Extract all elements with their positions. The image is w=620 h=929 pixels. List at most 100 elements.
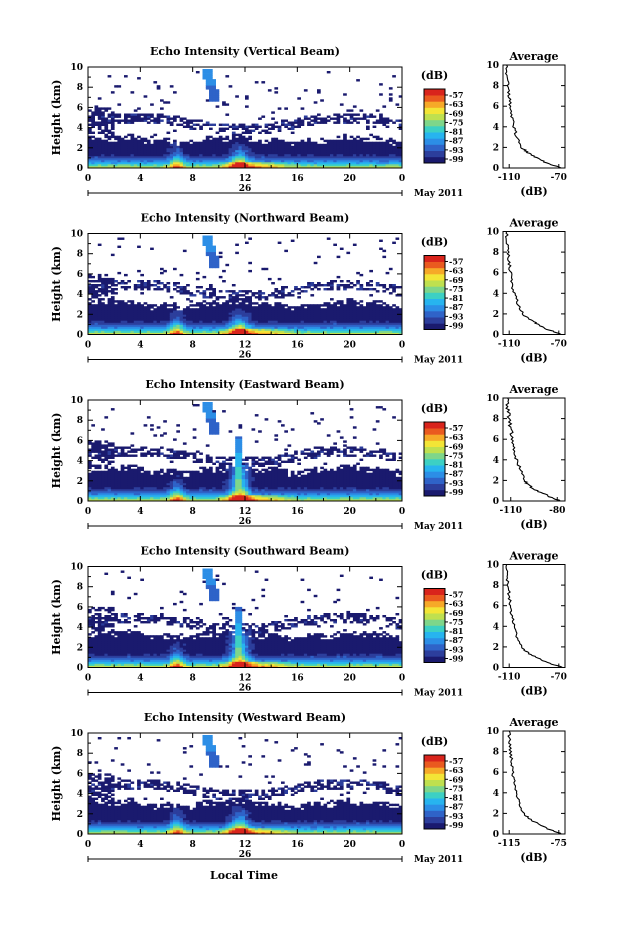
heatmap-cell: [271, 318, 275, 321]
heatmap-cell: [382, 322, 387, 325]
heatmap-cell: [317, 143, 321, 147]
heatmap-cell: [274, 137, 279, 141]
heatmap-cell: [375, 290, 380, 293]
heatmap-cell: [120, 476, 125, 480]
heatmap-cell: [339, 164, 344, 167]
heatmap-cell: [110, 302, 115, 305]
heatmap-cell: [130, 494, 135, 498]
heatmap-cell: [130, 304, 135, 307]
heatmap-cell: [195, 302, 200, 305]
heatmap-cell: [274, 330, 279, 333]
heatmap-cell: [130, 310, 135, 313]
heatmap-cell: [192, 497, 197, 500]
heatmap-cell: [192, 474, 197, 478]
heatmap-cell: [173, 478, 177, 482]
heatmap-cell: [195, 474, 200, 478]
heatmap-cell: [104, 133, 109, 137]
heatmap-cell: [130, 143, 135, 147]
colorbar-tick-label: -99: [449, 154, 464, 164]
heatmap-cell: [277, 125, 282, 128]
heatmap-cell: [143, 302, 148, 305]
heatmap-cell: [333, 139, 337, 143]
heatmap-cell: [303, 326, 308, 329]
heatmap-cell: [195, 404, 200, 407]
heatmap-cell: [130, 468, 135, 472]
heatmap-cell: [130, 470, 135, 474]
heatmap-cell: [173, 149, 177, 153]
heatmap-cell: [195, 161, 200, 165]
heatmap-cell: [251, 161, 256, 165]
heatmap-cell: [261, 324, 266, 327]
heatmap-cell: [281, 145, 285, 149]
heatmap-cell: [192, 484, 197, 488]
heatmap-cell: [359, 330, 364, 333]
heatmap-cell: [88, 164, 92, 167]
heatmap-cell: [261, 316, 266, 319]
heatmap-cell: [130, 450, 135, 453]
heatmap-cell: [91, 486, 95, 490]
heatmap-cell: [192, 316, 197, 319]
heatmap-cell: [150, 310, 154, 313]
heatmap-cell: [317, 322, 321, 325]
heatmap-cell: [284, 161, 288, 165]
heatmap-cell: [140, 454, 144, 457]
heatmap-cell: [362, 141, 367, 145]
heatmap-cell: [156, 141, 161, 145]
heatmap-cell: [231, 314, 236, 317]
heatmap-cell: [205, 414, 210, 417]
heatmap-cell: [241, 125, 246, 128]
heatmap-cell: [238, 458, 243, 461]
heatmap-cell: [238, 322, 243, 325]
heatmap-cell: [117, 139, 122, 143]
heatmap-cell: [271, 147, 275, 151]
heatmap-cell: [362, 143, 367, 147]
heatmap-cell: [137, 316, 141, 319]
heatmap-cell: [137, 115, 141, 118]
heatmap-cell: [300, 308, 305, 311]
heatmap-cell: [146, 318, 151, 321]
heatmap-cell: [110, 141, 115, 145]
heatmap-cell: [182, 151, 187, 155]
heatmap-cell: [382, 306, 387, 309]
heatmap-cell: [241, 164, 246, 167]
heatmap-cell: [366, 308, 370, 311]
heatmap-cell: [294, 159, 298, 163]
heatmap-cell: [320, 151, 324, 155]
heatmap-cell: [202, 474, 207, 478]
heatmap-cell: [182, 330, 187, 333]
heatmap-cell: [146, 488, 151, 492]
heatmap-cell: [303, 332, 308, 335]
heatmap-cell: [356, 288, 360, 291]
heatmap-cell: [359, 318, 364, 321]
heatmap-cell: [362, 149, 367, 153]
heatmap-cell: [372, 310, 377, 313]
heatmap-cell: [356, 145, 360, 149]
heatmap-cell: [153, 452, 158, 455]
heatmap-cell: [110, 314, 115, 317]
heatmap-cell: [218, 308, 223, 311]
heatmap-cell: [212, 416, 216, 419]
heatmap-cell: [169, 159, 174, 163]
heatmap-cell: [222, 296, 226, 299]
heatmap-cell: [313, 326, 318, 329]
heatmap-cell: [245, 141, 249, 145]
heatmap-cell: [307, 316, 311, 319]
heatmap-cell: [107, 472, 112, 476]
heatmap-cell: [143, 166, 148, 169]
heatmap-cell: [218, 499, 223, 502]
heatmap-cell: [310, 155, 315, 159]
heatmap-cell: [163, 139, 167, 143]
heatmap-cell: [117, 159, 122, 163]
heatmap-cell: [176, 494, 180, 498]
heatmap-cell: [186, 490, 190, 494]
heatmap-cell: [248, 296, 252, 299]
heatmap-cell: [156, 324, 161, 327]
heatmap-cell: [398, 332, 403, 335]
heatmap-cell: [143, 151, 148, 155]
heatmap-cell: [140, 499, 144, 502]
heatmap-cell: [163, 492, 167, 496]
heatmap-cell: [251, 306, 256, 309]
heatmap-cell: [241, 490, 246, 494]
heatmap-cell: [222, 466, 226, 470]
heatmap-cell: [101, 454, 105, 457]
